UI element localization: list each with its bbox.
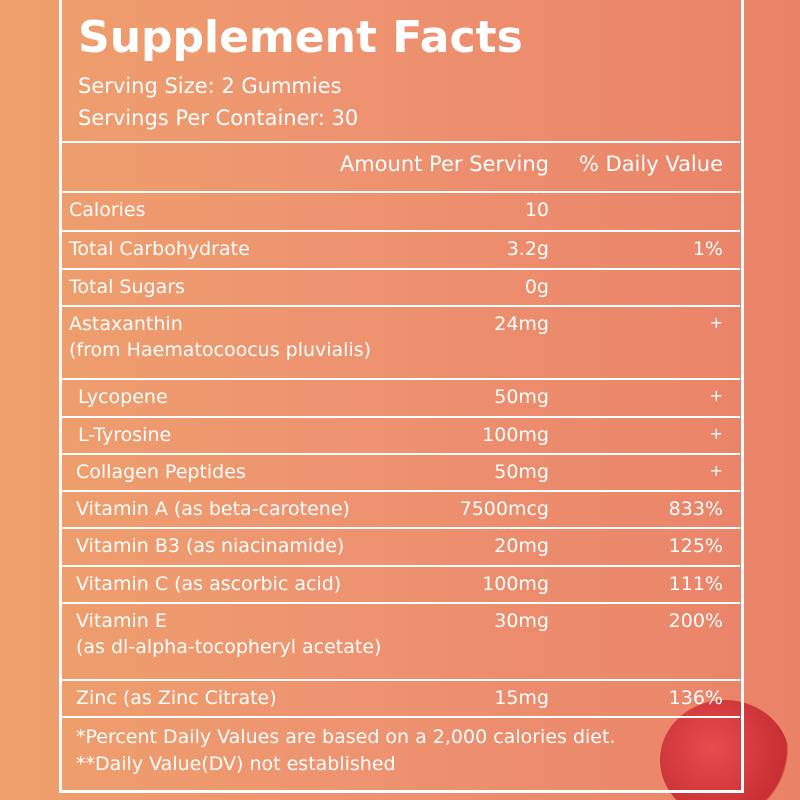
divider bbox=[60, 565, 740, 567]
divider bbox=[60, 453, 740, 455]
daily-value: 833% bbox=[668, 498, 723, 520]
divider bbox=[60, 490, 740, 492]
nutrient-name: Vitamin E bbox=[76, 610, 167, 632]
servings-per-container: Servings Per Container: 30 bbox=[78, 106, 359, 130]
nutrient-name: Lycopene bbox=[78, 386, 168, 408]
daily-value: 125% bbox=[668, 535, 723, 557]
divider bbox=[60, 378, 740, 380]
daily-value: 1% bbox=[692, 238, 723, 260]
nutrient-name: Zinc (as Zinc Citrate) bbox=[76, 687, 277, 709]
daily-value: 111% bbox=[668, 573, 723, 595]
amount: 10 bbox=[524, 199, 549, 221]
daily-value: + bbox=[709, 424, 723, 443]
amount: 100mg bbox=[482, 424, 549, 446]
footnote: **Daily Value(DV) not established bbox=[76, 753, 396, 775]
column-header: % Daily Value bbox=[578, 152, 723, 176]
daily-value: 136% bbox=[668, 687, 723, 709]
divider bbox=[60, 602, 740, 604]
amount: 15mg bbox=[494, 687, 549, 709]
amount: 50mg bbox=[494, 386, 549, 408]
footnote: *Percent Daily Values are based on a 2,0… bbox=[76, 726, 616, 748]
title: Supplement Facts bbox=[78, 12, 523, 63]
nutrient-name: Astaxanthin bbox=[69, 313, 183, 335]
daily-value: + bbox=[709, 313, 723, 332]
daily-value: + bbox=[709, 461, 723, 480]
nutrient-name: L-Tyrosine bbox=[78, 424, 172, 446]
amount: 20mg bbox=[494, 535, 549, 557]
amount: 24mg bbox=[494, 313, 549, 335]
divider bbox=[60, 716, 740, 718]
nutrient-name: Vitamin B3 (as niacinamide) bbox=[76, 535, 345, 557]
nutrient-note: (as dl-alpha-tocopheryl acetate) bbox=[76, 636, 382, 658]
serving-size: Serving Size: 2 Gummies bbox=[78, 74, 342, 98]
nutrient-name: Vitamin C (as ascorbic acid) bbox=[76, 573, 342, 595]
divider bbox=[60, 141, 740, 143]
amount: 3.2g bbox=[506, 238, 549, 260]
divider bbox=[60, 305, 740, 307]
divider bbox=[60, 527, 740, 529]
daily-value: + bbox=[709, 386, 723, 405]
nutrient-name: Vitamin A (as beta-carotene) bbox=[76, 498, 350, 520]
divider bbox=[60, 191, 740, 193]
nutrient-name: Calories bbox=[69, 199, 146, 221]
nutrient-name: Total Carbohydrate bbox=[69, 238, 250, 260]
daily-value: 200% bbox=[668, 610, 723, 632]
nutrient-name: Collagen Peptides bbox=[76, 461, 246, 483]
amount: 7500mcg bbox=[459, 498, 549, 520]
amount: 30mg bbox=[494, 610, 549, 632]
divider bbox=[60, 230, 740, 232]
divider bbox=[60, 268, 740, 270]
amount: 0g bbox=[524, 276, 549, 298]
nutrient-name: Total Sugars bbox=[69, 276, 185, 298]
nutrient-note: (from Haematocoocus pluvialis) bbox=[69, 339, 372, 361]
amount: 50mg bbox=[494, 461, 549, 483]
amount: 100mg bbox=[482, 573, 549, 595]
divider bbox=[60, 416, 740, 418]
divider bbox=[60, 679, 740, 681]
column-header: Amount Per Serving bbox=[339, 152, 549, 176]
facts-box bbox=[59, 0, 744, 793]
